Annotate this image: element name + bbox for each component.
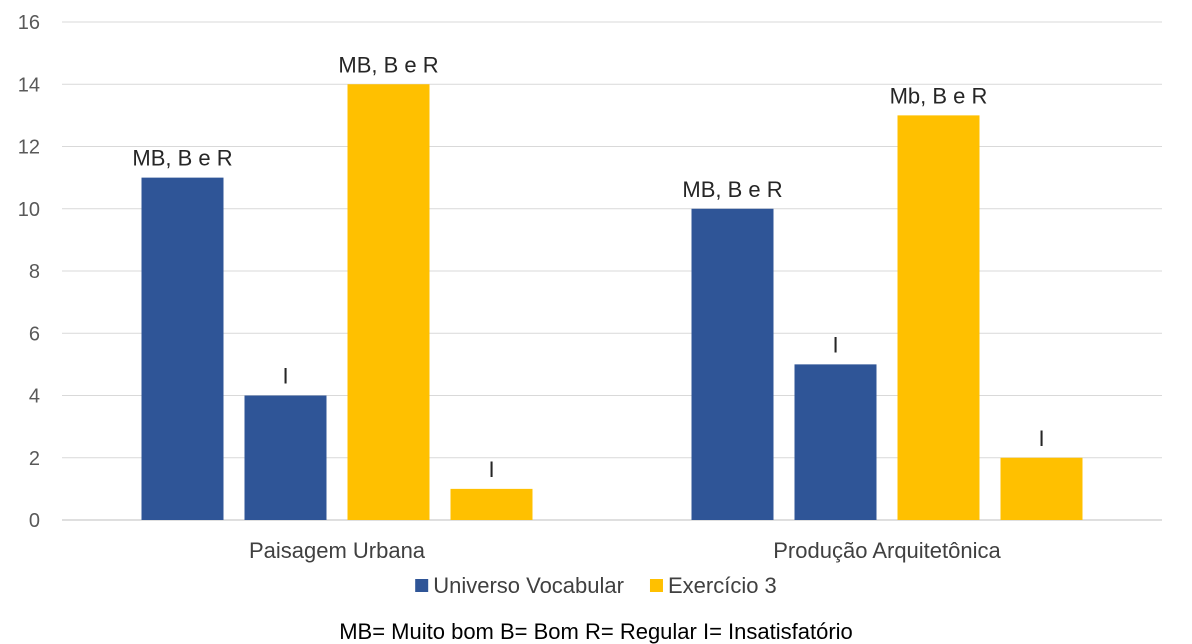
- data-label: MB, B e R: [682, 177, 782, 202]
- bar: [691, 208, 774, 520]
- bars: [141, 84, 1083, 520]
- y-tick-label: 4: [29, 386, 40, 408]
- data-label: Mb, B e R: [890, 83, 988, 108]
- y-tick-label: 8: [29, 261, 40, 283]
- legend: Universo Vocabular Exercício 3: [415, 573, 777, 598]
- legend-label: Exercício 3: [668, 573, 777, 598]
- y-axis-ticks: 0 2 4 6 8 10 12 14 16: [18, 12, 40, 532]
- bar: [244, 395, 327, 520]
- data-label: MB, B e R: [338, 52, 438, 77]
- x-axis-categories: Paisagem Urbana Produção Arquitetônica: [249, 538, 1002, 563]
- y-tick-label: 10: [18, 199, 40, 221]
- y-tick-label: 2: [29, 448, 40, 470]
- y-tick-label: 6: [29, 323, 40, 345]
- legend-item: Exercício 3: [649, 573, 777, 598]
- y-tick-label: 14: [18, 74, 40, 96]
- y-tick-label: 0: [29, 510, 40, 532]
- bar: [897, 115, 980, 520]
- category-label: Paisagem Urbana: [249, 538, 426, 563]
- bar: [1000, 457, 1083, 520]
- legend-label: Universo Vocabular: [433, 573, 624, 598]
- data-label: MB, B e R: [132, 146, 232, 171]
- legend-item: Universo Vocabular: [415, 573, 624, 598]
- legend-swatch: [649, 579, 663, 592]
- data-label: I: [488, 457, 494, 482]
- bar: [141, 177, 224, 520]
- y-tick-label: 12: [18, 137, 40, 159]
- data-labels: MB, B e R I MB, B e R I MB, B e R I Mb, B e R I: [132, 52, 1044, 482]
- y-tick-label: 16: [18, 12, 40, 34]
- data-label: I: [832, 332, 838, 357]
- footnote: MB= Muito bom B= Bom R= Regular I= Insat…: [339, 619, 853, 644]
- data-label: I: [1038, 426, 1044, 451]
- data-label: I: [282, 364, 288, 389]
- bar: [794, 364, 877, 520]
- legend-swatch: [415, 579, 429, 592]
- category-label: Produção Arquitetônica: [773, 538, 1001, 563]
- bar: [347, 84, 430, 520]
- bar: [450, 488, 533, 520]
- gridlines: [62, 21, 1162, 521]
